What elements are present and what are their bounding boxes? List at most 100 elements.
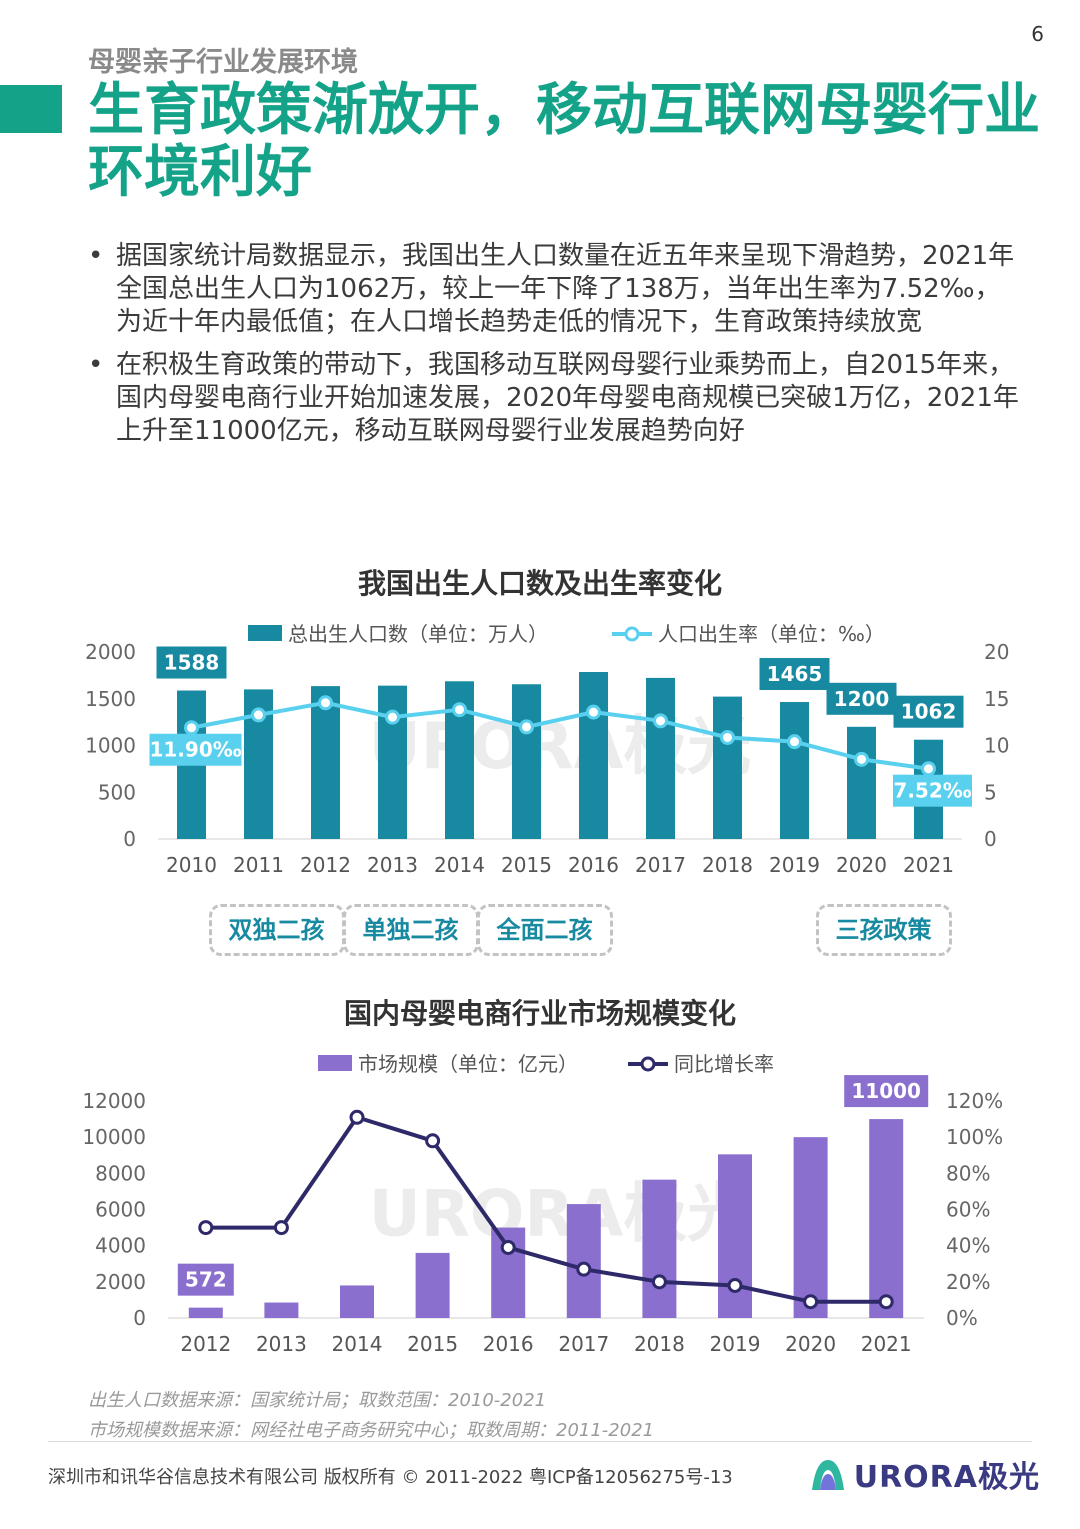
- accent-bar: [0, 85, 62, 133]
- birth-y-right-tick: 10: [984, 734, 1009, 758]
- birth-line-label: 11.90‰: [149, 738, 241, 762]
- market-bar-label: 572: [185, 1268, 227, 1292]
- footer-divider: [48, 1441, 1032, 1442]
- market-line-point: [651, 1274, 667, 1290]
- market-bar: [188, 1307, 223, 1318]
- birth-line-point: [251, 707, 266, 723]
- policy-tag: 单独二孩: [342, 904, 479, 956]
- birth-line-label: 7.52‰: [893, 779, 971, 803]
- page-headline: 生育政策渐放开，移动互联网母婴行业环境利好: [88, 78, 1040, 205]
- birth-x-tick: 2010: [166, 853, 217, 877]
- birth-legend-bar-swatch: [248, 625, 282, 641]
- birth-line-point: [586, 704, 601, 720]
- market-line-point: [803, 1294, 819, 1310]
- market-line-point: [273, 1220, 289, 1236]
- source-note-market: 市场规模数据来源：网经社电子商务研究中心；取数周期：2011-2021: [88, 1420, 655, 1441]
- bullet-list: • 据国家统计局数据显示，我国出生人口数量在近五年来呈现下滑趋势，2021年全国…: [86, 240, 1026, 458]
- birth-line-point: [921, 761, 936, 777]
- birth-bar-label: 1062: [901, 700, 957, 724]
- birth-line-point: [653, 713, 668, 729]
- market-chart: URORA极光 市场规模（单位：亿元） 同比增长率 0 2000 4000 6000 8000…: [82, 1052, 1003, 1356]
- birth-bar: [780, 702, 809, 839]
- birth-bar-label: 1200: [834, 687, 890, 711]
- birth-line-label-box: [893, 774, 972, 807]
- market-line-point: [878, 1294, 894, 1310]
- birth-bar-label-box: [893, 695, 964, 728]
- market-x-tick: 2017: [558, 1332, 609, 1356]
- market-x-tick: 2020: [785, 1332, 836, 1356]
- market-y-right-tick: 20%: [946, 1270, 990, 1294]
- birth-line-point: [720, 729, 735, 745]
- market-y-right-tick: 80%: [946, 1161, 990, 1185]
- birth-bar: [579, 672, 608, 839]
- birth-y-left-tick: 500: [98, 780, 136, 804]
- market-line: [205, 1115, 887, 1304]
- market-y-left-tick: 6000: [95, 1198, 146, 1222]
- market-bar: [642, 1179, 677, 1318]
- birth-line-point: [519, 719, 534, 735]
- market-x-tick: 2021: [861, 1332, 912, 1356]
- birth-watermark: URORA极光: [369, 710, 751, 784]
- bullet-dot: •: [88, 241, 104, 271]
- market-y-left-tick: 4000: [95, 1234, 146, 1258]
- birth-line-point: [184, 720, 199, 736]
- market-y-right-tick: 40%: [946, 1234, 990, 1258]
- policy-tag: 全面二孩: [476, 904, 613, 956]
- birth-bar-label-box: [826, 682, 897, 715]
- market-y-right-tick: 60%: [946, 1198, 990, 1222]
- section-label: 母婴亲子行业发展环境: [88, 47, 358, 78]
- market-line-point: [500, 1239, 516, 1255]
- birth-y-right-tick: 0: [984, 827, 997, 851]
- birth-legend-bar-label: 总出生人口数（单位：万人）: [288, 622, 548, 646]
- market-y-left-tick: 8000: [95, 1161, 146, 1185]
- birth-bar: [378, 685, 407, 839]
- birth-line-point: [452, 702, 467, 718]
- birth-bar: [646, 677, 675, 839]
- market-bar: [869, 1119, 904, 1318]
- bullet-text: 据国家统计局数据显示，我国出生人口数量在近五年来呈现下滑趋势，2021年全国总出…: [116, 241, 1015, 337]
- copyright-text: 深圳市和讯华谷信息技术有限公司 版权所有 © 2011-2022 粤ICP备12…: [48, 1467, 733, 1488]
- source-note-births: 出生人口数据来源：国家统计局；取数范围：2010-2021: [88, 1390, 547, 1411]
- market-y-right-tick: 0%: [946, 1306, 978, 1330]
- birth-bar-label: 1588: [164, 651, 220, 675]
- market-y-left-tick: 2000: [95, 1270, 146, 1294]
- market-line-point: [576, 1261, 592, 1277]
- birth-bar-label-box: [759, 658, 830, 691]
- market-line-point: [727, 1277, 743, 1293]
- birth-bar: [512, 684, 541, 839]
- birth-x-tick: 2013: [367, 853, 418, 877]
- birth-y-left-tick: 1500: [85, 687, 136, 711]
- market-chart-title: 国内母婴电商行业市场规模变化: [343, 997, 736, 1030]
- birth-chart-title: 我国出生人口数及出生率变化: [357, 567, 722, 600]
- market-y-left-tick: 0: [133, 1306, 146, 1330]
- birth-bar-label: 1465: [767, 662, 823, 686]
- page-number: 6: [1031, 22, 1044, 46]
- market-bar: [793, 1137, 828, 1318]
- market-x-tick: 2015: [407, 1332, 458, 1356]
- birth-y-right-tick: 15: [984, 687, 1009, 711]
- bullet-text: 在积极生育政策的带动下，我国移动互联网母婴行业乘势而上，自2015年来，国内母婴…: [116, 350, 1019, 446]
- birth-y-left-tick: 0: [123, 827, 136, 851]
- birth-line-label-box: [149, 733, 242, 766]
- market-x-tick: 2019: [710, 1332, 761, 1356]
- birth-bar: [311, 686, 340, 839]
- birth-line-point: [787, 734, 802, 750]
- market-bar-label-box: [844, 1075, 929, 1108]
- birth-x-tick: 2021: [903, 853, 954, 877]
- market-watermark: URORA极光: [369, 1178, 751, 1252]
- market-x-tick: 2018: [634, 1332, 685, 1356]
- birth-line: [191, 700, 929, 771]
- bullet-item: • 在积极生育政策的带动下，我国移动互联网母婴行业乘势而上，自2015年来，国内…: [86, 349, 1026, 448]
- birth-x-tick: 2011: [233, 853, 284, 877]
- market-bar: [566, 1204, 601, 1318]
- market-line-point: [425, 1133, 441, 1149]
- market-bar: [264, 1302, 299, 1318]
- birth-bar: [713, 696, 742, 839]
- market-y-right-tick: 100%: [946, 1125, 1003, 1149]
- market-y-right-tick: 120%: [946, 1089, 1003, 1113]
- birth-y-left-tick: 2000: [85, 640, 136, 664]
- market-x-tick: 2014: [332, 1332, 383, 1356]
- logo-text: URORA极光: [853, 1460, 1040, 1495]
- birth-y-right-tick: 5: [984, 780, 997, 804]
- birth-x-tick: 2020: [836, 853, 887, 877]
